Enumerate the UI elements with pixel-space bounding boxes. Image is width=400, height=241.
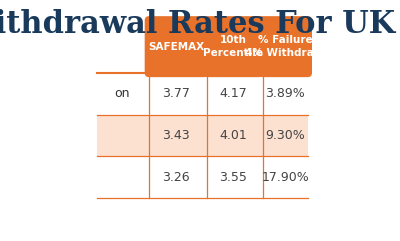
Text: 4.17: 4.17 xyxy=(219,87,247,100)
Text: Withdrawal Rates For UK R: Withdrawal Rates For UK R xyxy=(0,8,400,40)
Bar xyxy=(97,114,308,156)
Text: 3.89%: 3.89% xyxy=(265,87,305,100)
FancyBboxPatch shape xyxy=(203,16,264,77)
Text: 3.26: 3.26 xyxy=(162,171,190,184)
Text: 17.90%: 17.90% xyxy=(261,171,309,184)
Text: 3.77: 3.77 xyxy=(162,87,190,100)
Text: % Failure
4% Withdra...: % Failure 4% Withdra... xyxy=(245,35,326,58)
Text: 9.30%: 9.30% xyxy=(265,129,305,142)
Text: 10th
Percentile: 10th Percentile xyxy=(203,35,263,58)
Text: 4.01: 4.01 xyxy=(219,129,247,142)
Text: on: on xyxy=(114,87,130,100)
FancyBboxPatch shape xyxy=(145,16,208,77)
Text: SAFEMAX: SAFEMAX xyxy=(148,42,204,52)
FancyBboxPatch shape xyxy=(258,16,312,77)
Text: 3.43: 3.43 xyxy=(162,129,190,142)
Text: 3.55: 3.55 xyxy=(219,171,247,184)
